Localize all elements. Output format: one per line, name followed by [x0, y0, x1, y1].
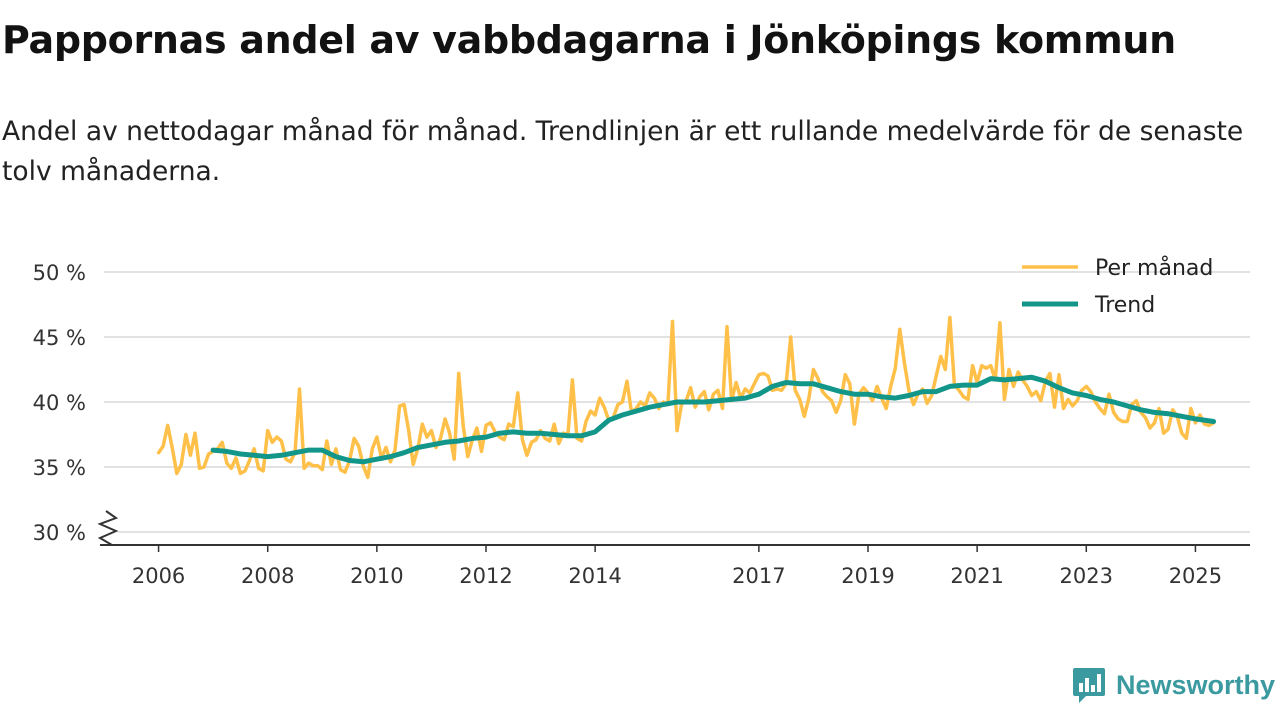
gridlines — [104, 271, 1250, 533]
series-lines — [156, 315, 1217, 480]
x-tick-label: 2021 — [950, 564, 1003, 588]
series-line-per-manad — [156, 315, 1216, 480]
x-tick-label: 2010 — [350, 564, 403, 588]
x-tick-label: 2017 — [732, 564, 785, 588]
x-tick-label: 2014 — [568, 564, 621, 588]
chart-title: Pappornas andel av vabbdagarna i Jönköpi… — [2, 18, 1176, 62]
legend-label: Per månad — [1095, 255, 1213, 281]
y-tick-label: 50 % — [33, 261, 86, 285]
legend: Per månad Trend — [1022, 255, 1213, 318]
x-tick-label: 2012 — [459, 564, 512, 588]
chart-subtitle: Andel av nettodagar månad för månad. Tre… — [2, 116, 1244, 187]
x-tick-label: 2008 — [241, 564, 294, 588]
y-tick-label: 35 % — [33, 456, 86, 480]
newsworthy-logo: Newsworthy — [1072, 666, 1275, 704]
series-line-trend — [210, 374, 1217, 465]
axis-break-icon — [97, 510, 119, 546]
x-tick-label: 2006 — [132, 564, 185, 588]
y-tick-label: 30 % — [33, 521, 86, 545]
x-axis: 2006 2008 2010 2012 2014 2017 2019 2021 2023 2025 — [100, 544, 1250, 588]
newsworthy-chart-icon — [1073, 668, 1105, 703]
x-tick-label: 2019 — [841, 564, 894, 588]
y-tick-label: 40 % — [33, 391, 86, 415]
y-axis: 30 % 35 % 40 % 45 % 50 % — [33, 261, 119, 546]
x-tick-label: 2023 — [1060, 564, 1113, 588]
x-tick-label: 2025 — [1169, 564, 1222, 588]
brand-name: Newsworthy — [1116, 669, 1276, 700]
y-tick-label: 45 % — [33, 326, 86, 350]
legend-label: Trend — [1094, 293, 1155, 318]
